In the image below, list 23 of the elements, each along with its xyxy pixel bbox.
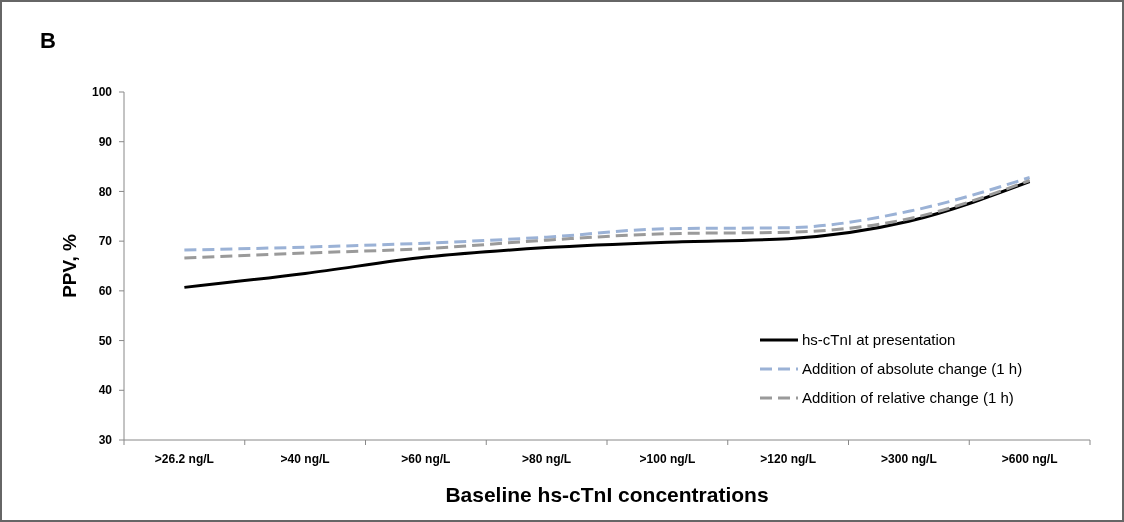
y-tick-label: 30 xyxy=(98,433,113,448)
y-tick-label: 90 xyxy=(98,134,113,149)
y-tick-label: 60 xyxy=(98,284,113,299)
legend-label: Addition of absolute change (1 h) xyxy=(802,360,1023,378)
legend-label: Addition of relative change (1 h) xyxy=(802,389,1014,407)
y-tick-label: 70 xyxy=(98,234,113,249)
x-tick-label: >60 ng/L xyxy=(401,452,451,466)
legend-label: hs-cTnI at presentation xyxy=(802,331,956,349)
x-axis-title: Baseline hs-cTnI concentrations xyxy=(445,483,769,506)
x-tick-label: >300 ng/L xyxy=(881,452,937,466)
y-tick-label: 100 xyxy=(91,85,113,100)
x-tick-label: >100 ng/L xyxy=(639,452,696,466)
x-tick-label: >80 ng/L xyxy=(522,452,572,466)
line-series xyxy=(182,179,1032,289)
x-tick-label: >40 ng/L xyxy=(280,452,330,466)
x-tick-label: >26.2 ng/L xyxy=(154,452,214,466)
x-tick-label: >600 ng/L xyxy=(1001,452,1058,466)
y-tick-label: 80 xyxy=(98,184,113,199)
y-axis-title: PPV, % xyxy=(59,234,80,298)
x-tick-label: >120 ng/L xyxy=(760,452,816,466)
y-tick-label: 50 xyxy=(98,333,113,348)
text: B xyxy=(40,28,56,53)
y-tick-label: 40 xyxy=(98,383,113,398)
